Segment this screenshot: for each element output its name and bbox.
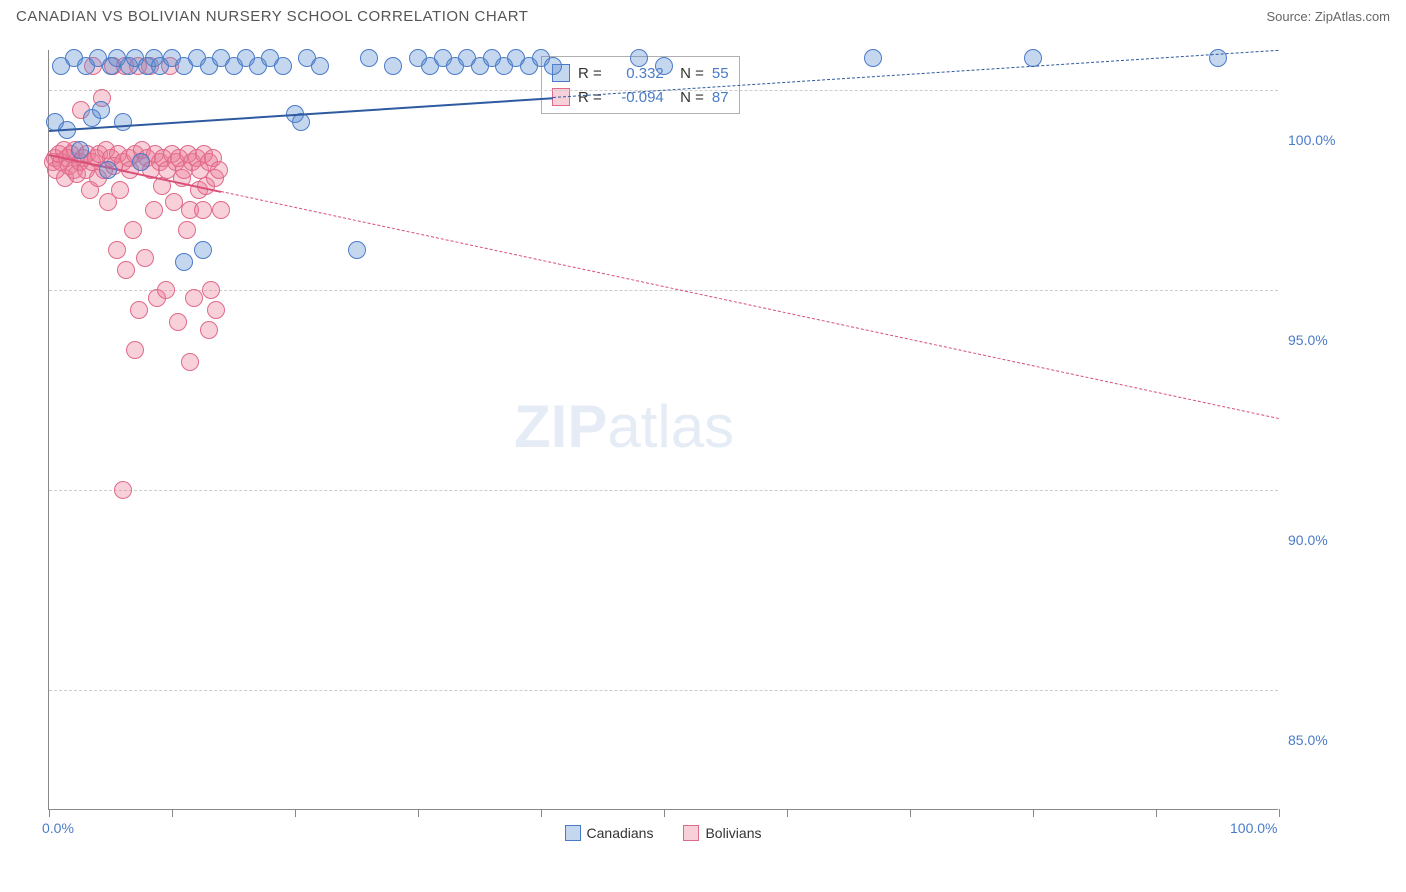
x-tick	[418, 809, 419, 817]
legend-label: Bolivians	[705, 825, 761, 841]
data-point	[136, 249, 154, 267]
data-point	[207, 301, 225, 319]
data-point	[111, 181, 129, 199]
data-point	[210, 161, 228, 179]
data-point	[145, 201, 163, 219]
data-point	[132, 153, 150, 171]
data-point	[202, 281, 220, 299]
x-tick-label: 0.0%	[42, 820, 74, 836]
legend-item: Canadians	[565, 825, 654, 841]
data-point	[1024, 49, 1042, 67]
legend-item: Bolivians	[683, 825, 761, 841]
plot-area: ZIPatlas R =0.332 N =55R =-0.094 N =87	[48, 50, 1278, 810]
y-tick-label: 90.0%	[1288, 532, 1328, 548]
data-point	[212, 201, 230, 219]
data-point	[655, 57, 673, 75]
stat-n-value: 87	[712, 89, 729, 106]
stat-r-label: R =	[578, 89, 602, 106]
data-point	[200, 321, 218, 339]
gridline	[49, 490, 1278, 491]
watermark: ZIPatlas	[514, 392, 734, 461]
stat-n-label: N =	[672, 65, 704, 82]
data-point	[1209, 49, 1227, 67]
x-tick	[787, 809, 788, 817]
chart-area: Nursery School ZIPatlas R =0.332 N =55R …	[48, 50, 1388, 870]
data-point	[126, 341, 144, 359]
x-tick	[1279, 809, 1280, 817]
x-tick	[1033, 809, 1034, 817]
data-point	[71, 141, 89, 159]
x-tick	[910, 809, 911, 817]
trend-line	[221, 191, 1279, 419]
data-point	[864, 49, 882, 67]
data-point	[194, 241, 212, 259]
x-tick	[295, 809, 296, 817]
y-tick-label: 100.0%	[1288, 132, 1335, 148]
bottom-legend: Canadians Bolivians	[48, 825, 1278, 841]
data-point	[185, 289, 203, 307]
data-point	[194, 201, 212, 219]
data-point	[157, 281, 175, 299]
x-tick-label: 100.0%	[1230, 820, 1277, 836]
x-tick	[49, 809, 50, 817]
legend-swatch	[683, 825, 699, 841]
data-point	[348, 241, 366, 259]
data-point	[114, 481, 132, 499]
stat-r-label: R =	[578, 65, 602, 82]
legend-label: Canadians	[587, 825, 654, 841]
stats-row: R =-0.094 N =87	[552, 85, 729, 109]
x-tick	[541, 809, 542, 817]
gridline	[49, 690, 1278, 691]
y-tick-label: 85.0%	[1288, 732, 1328, 748]
data-point	[175, 253, 193, 271]
data-point	[630, 49, 648, 67]
source-label: Source: ZipAtlas.com	[1266, 9, 1390, 24]
chart-title: CANADIAN VS BOLIVIAN NURSERY SCHOOL CORR…	[16, 8, 528, 25]
data-point	[360, 49, 378, 67]
data-point	[124, 221, 142, 239]
x-tick	[1156, 809, 1157, 817]
data-point	[108, 241, 126, 259]
x-tick	[172, 809, 173, 817]
legend-swatch	[565, 825, 581, 841]
data-point	[384, 57, 402, 75]
data-point	[274, 57, 292, 75]
y-tick-label: 95.0%	[1288, 332, 1328, 348]
data-point	[99, 161, 117, 179]
data-point	[169, 313, 187, 331]
data-point	[544, 57, 562, 75]
stat-n-value: 55	[712, 65, 729, 82]
data-point	[181, 353, 199, 371]
data-point	[178, 221, 196, 239]
data-point	[92, 101, 110, 119]
stat-n-label: N =	[672, 89, 704, 106]
gridline	[49, 290, 1278, 291]
x-tick	[664, 809, 665, 817]
data-point	[130, 301, 148, 319]
data-point	[311, 57, 329, 75]
data-point	[117, 261, 135, 279]
data-point	[114, 113, 132, 131]
